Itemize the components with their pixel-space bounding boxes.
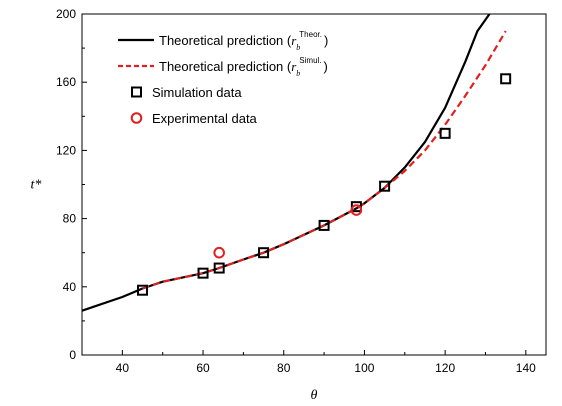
legend-swatch-circle [130,112,143,124]
y-tick-label: 40 [63,280,77,294]
experimental-point [213,246,225,259]
simulation-point [379,180,391,192]
legend-label: Theoretical prediction (rbSimul.) [159,56,328,78]
legend-swatch-square [131,86,142,98]
x-tick-label: 100 [354,361,374,375]
y-tick-label: 80 [63,212,77,226]
x-axis-title: θ [311,388,318,403]
simulation-point [213,262,225,274]
simulation-point [258,247,270,259]
simulation-point [439,127,451,139]
legend-entry-0: Theoretical prediction (rbTheor.) [118,30,328,52]
legend-label: Simulation data [152,85,242,100]
simulation-point [318,219,330,231]
y-tick-label: 120 [56,143,76,157]
x-tick-label: 140 [516,361,536,375]
x-tick-label: 80 [277,361,291,375]
x-tick-label: 120 [435,361,455,375]
experimental-point [350,204,363,216]
legend-entry-2: Simulation data [131,85,242,100]
series-line-1 [142,30,507,290]
legend-label: Experimental data [152,111,258,126]
y-axis-title: t* [31,178,42,193]
legend: Theoretical prediction (rbTheor.) Theoret… [118,30,328,126]
legend-entry-1: Theoretical prediction (rbSimul.) [118,56,328,78]
simulation-point [197,267,209,279]
y-tick-label: 0 [69,348,76,362]
x-tick-label: 40 [116,361,130,375]
legend-label: Theoretical prediction (rbTheor.) [159,30,328,52]
x-tick-label: 60 [196,361,210,375]
simulation-point [500,73,512,85]
simulation-point [137,284,149,296]
axes: 40 60 80 100 120 140 0 40 80 120 160 200 θ t* [31,7,547,403]
y-tick-label: 200 [56,7,76,21]
plot-series [82,14,512,312]
legend-entry-3: Experimental data [130,111,258,126]
y-tick-label: 160 [56,75,76,89]
